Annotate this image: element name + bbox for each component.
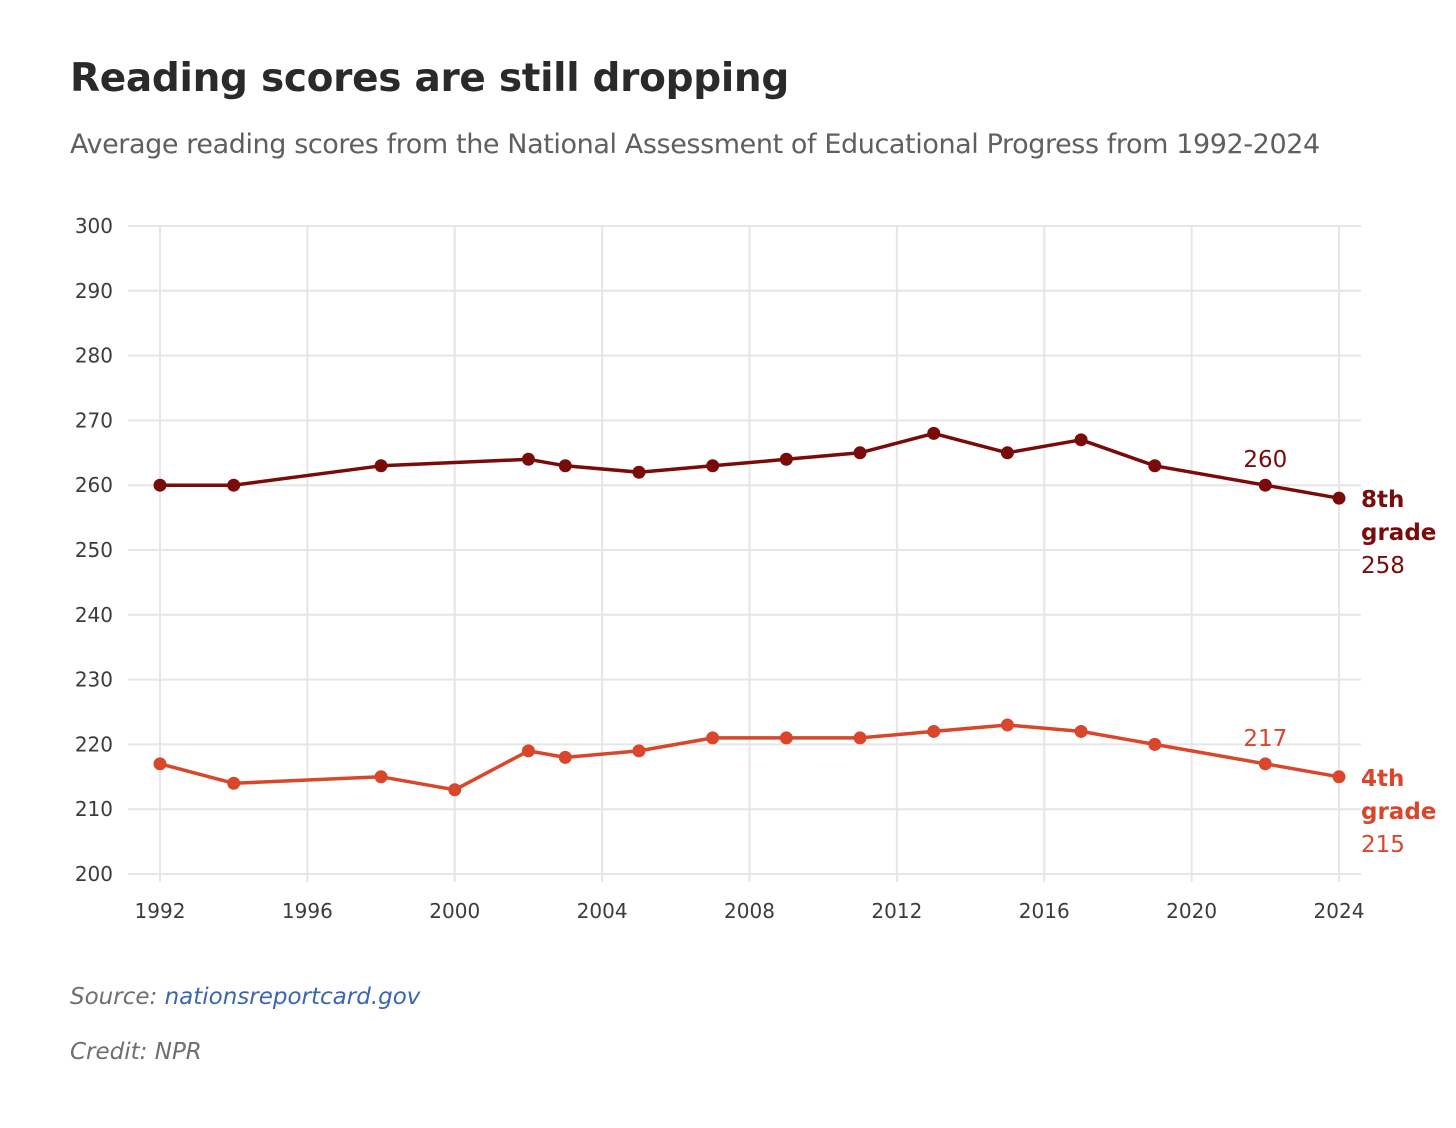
data-point-8th-grade-1992: [153, 478, 167, 492]
data-point-4th-grade-2009: [779, 731, 793, 745]
y-tick-label-280: 280: [75, 344, 113, 368]
data-point-4th-grade-1994: [227, 776, 241, 790]
y-tick-label-210: 210: [75, 797, 113, 821]
x-tick-label-1992: 1992: [135, 899, 186, 923]
data-point-4th-grade-2017: [1074, 724, 1088, 738]
data-point-8th-grade-2015: [1000, 446, 1014, 460]
labels: 260 8th grade 258 217 4th grade 215: [1243, 447, 1436, 858]
data-point-4th-grade-2011: [853, 731, 867, 745]
data-point-8th-grade-2022: [1258, 478, 1272, 492]
data-point-4th-grade-1998: [374, 770, 388, 784]
data-point-4th-grade-2005: [632, 744, 646, 758]
data-point-4th-grade-1992: [153, 757, 167, 771]
y-tick-label-200: 200: [75, 862, 113, 886]
point-label-4th-grade: 217: [1243, 726, 1287, 752]
x-tick-label-2016: 2016: [1019, 899, 1070, 923]
data-point-4th-grade-2000: [448, 783, 462, 797]
y-tick-label-240: 240: [75, 603, 113, 627]
data-point-8th-grade-2007: [706, 459, 720, 473]
data-point-8th-grade-2024: [1332, 491, 1346, 505]
x-tick-label-2004: 2004: [577, 899, 628, 923]
data-point-8th-grade-2003: [558, 459, 572, 473]
data-point-8th-grade-2009: [779, 452, 793, 466]
chart-title: Reading scores are still dropping: [70, 56, 789, 101]
line-chart: 200 210 220 230 240 250 260 270 280 290 300 1992 199…: [75, 214, 1437, 923]
y-tick-label-260: 260: [75, 473, 113, 497]
credit-note: Credit: NPR: [70, 1039, 202, 1065]
source-link[interactable]: nationsreportcard.gov: [164, 984, 421, 1010]
grid: [128, 225, 1361, 882]
data-point-8th-grade-2017: [1074, 433, 1088, 447]
chart-subtitle: Average reading scores from the National…: [70, 129, 1320, 160]
y-tick-label-300: 300: [75, 214, 113, 238]
series-name-4th-grade-line-2: grade: [1361, 799, 1436, 825]
x-tick-label-2000: 2000: [429, 899, 480, 923]
data-point-8th-grade-2011: [853, 446, 867, 460]
series-name-8th-grade-line-2: grade: [1361, 520, 1436, 546]
y-tick-label-290: 290: [75, 279, 113, 303]
data-point-8th-grade-2005: [632, 465, 646, 479]
axes: 200 210 220 230 240 250 260 270 280 290 300 1992 199…: [75, 214, 1365, 923]
y-tick-label-220: 220: [75, 732, 113, 756]
x-tick-label-2020: 2020: [1166, 899, 1217, 923]
data-point-4th-grade-2015: [1000, 718, 1014, 732]
series-8th-grade: [153, 426, 1346, 505]
x-tick-label-2024: 2024: [1314, 899, 1365, 923]
series-end-value-4th-grade: 215: [1361, 832, 1405, 858]
data-point-8th-grade-2013: [927, 426, 941, 440]
y-tick-label-270: 270: [75, 408, 113, 432]
data-point-4th-grade-2019: [1148, 737, 1162, 751]
y-tick-label-250: 250: [75, 538, 113, 562]
source-label: Source:: [70, 984, 165, 1010]
data-point-4th-grade-2024: [1332, 770, 1346, 784]
x-tick-label-2008: 2008: [724, 899, 775, 923]
data-point-4th-grade-2003: [558, 750, 572, 764]
point-label-8th-grade: 260: [1243, 447, 1287, 473]
x-tick-label-1996: 1996: [282, 899, 333, 923]
series-name-8th-grade-line-1: 8th: [1361, 487, 1404, 513]
series: [153, 426, 1346, 797]
data-point-4th-grade-2013: [927, 724, 941, 738]
series-end-value-8th-grade: 258: [1361, 553, 1405, 579]
series-line-4th-grade: [158, 723, 1341, 792]
data-point-4th-grade-2007: [706, 731, 720, 745]
data-point-8th-grade-1998: [374, 459, 388, 473]
data-point-8th-grade-1994: [227, 478, 241, 492]
y-tick-label-230: 230: [75, 668, 113, 692]
source-note: Source: nationsreportcard.gov: [70, 984, 420, 1010]
data-point-8th-grade-2019: [1148, 459, 1162, 473]
series-name-4th-grade-line-1: 4th: [1361, 766, 1404, 792]
x-tick-label-2012: 2012: [871, 899, 922, 923]
data-point-8th-grade-2002: [521, 452, 535, 466]
data-point-4th-grade-2002: [521, 744, 535, 758]
data-point-4th-grade-2022: [1258, 757, 1272, 771]
series-4th-grade: [153, 718, 1346, 797]
